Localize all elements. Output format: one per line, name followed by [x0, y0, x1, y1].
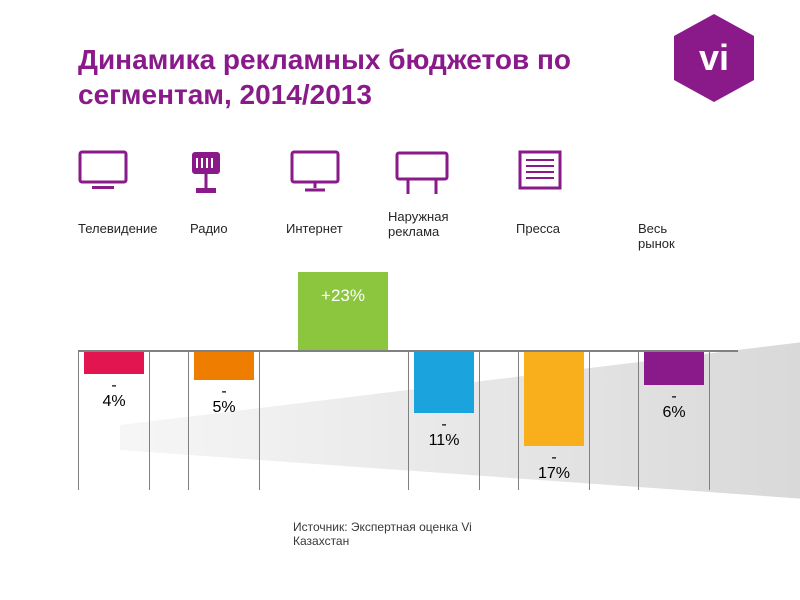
bar-value-label: -4% — [94, 378, 134, 410]
source-footer: Источник: Экспертная оценка Vi Казахстан — [293, 520, 513, 549]
press-icon — [518, 150, 562, 195]
chart-area: -4% -5% +23% -11% -17% -6% — [78, 270, 738, 500]
category-label: Весь рынок — [638, 222, 698, 252]
bar-group: +23% — [298, 270, 388, 500]
bar-value-label: -17% — [534, 450, 574, 482]
billboard-icon — [394, 150, 450, 201]
bar-group: -4% — [78, 270, 150, 500]
category-label: Телевидение — [78, 222, 158, 237]
bar-value-label: +23% — [298, 286, 388, 306]
slide-title: Динамика рекламных бюджетов по сегментам… — [78, 42, 698, 112]
bar — [524, 352, 584, 446]
category-label: Пресса — [516, 222, 576, 237]
bar — [644, 352, 704, 385]
bar-value-label: -11% — [424, 417, 464, 449]
bar-group: -11% — [408, 270, 480, 500]
radio-icon — [186, 150, 226, 201]
svg-text:vi: vi — [699, 37, 729, 78]
monitor-icon — [290, 150, 340, 197]
bar — [414, 352, 474, 413]
tv-icon — [78, 150, 128, 197]
category-label: Радио — [190, 222, 240, 237]
bar — [194, 352, 254, 380]
category-label: Интернет — [286, 222, 346, 237]
bar-value-label: -6% — [654, 389, 694, 421]
bar — [84, 352, 144, 374]
bar-value-label: -5% — [204, 384, 244, 416]
bar-group: -6% — [638, 270, 710, 500]
slide: vi Динамика рекламных бюджетов по сегмен… — [0, 0, 800, 600]
category-label: Наружная реклама — [388, 210, 463, 240]
bar-group: -5% — [188, 270, 260, 500]
bar — [298, 272, 388, 350]
bar-group: -17% — [518, 270, 590, 500]
